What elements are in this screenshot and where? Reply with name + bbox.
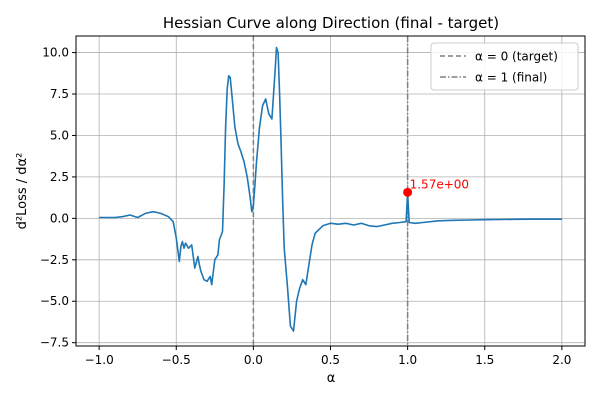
y-tick-label: 10.0 — [42, 46, 69, 60]
chart-title: Hessian Curve along Direction (final - t… — [163, 14, 499, 32]
series-layer — [99, 46, 562, 332]
y-tick-label: 5.0 — [50, 128, 69, 142]
highlight-point — [403, 187, 413, 197]
y-ticks: −7.5 −5.0 −2.5 0.0 2.5 5.0 7.5 10.0 — [40, 46, 76, 350]
y-tick-label: −2.5 — [40, 253, 69, 267]
x-axis-label: α — [327, 371, 336, 386]
legend-label-final: α = 1 (final) — [475, 71, 547, 85]
legend-box — [430, 42, 579, 91]
x-tick-label: 1.0 — [398, 353, 417, 367]
x-ticks: −1.0 −0.5 0.0 0.5 1.0 1.5 2.0 — [85, 346, 571, 367]
x-tick-label: −1.0 — [85, 353, 114, 367]
legend: α = 0 (target) α = 1 (final) — [430, 42, 579, 91]
y-tick-label: 2.5 — [50, 170, 69, 184]
x-tick-label: 1.5 — [475, 353, 494, 367]
y-tick-label: −7.5 — [40, 336, 69, 350]
x-tick-label: −0.5 — [162, 353, 191, 367]
y-axis-label: d²Loss / dα² — [15, 153, 30, 230]
highlight-point-label: 1.57e+00 — [410, 177, 469, 191]
y-tick-label: 0.0 — [50, 211, 69, 225]
x-tick-label: 0.5 — [321, 353, 340, 367]
highlight-layer: 1.57e+00 — [403, 177, 469, 197]
y-tick-label: −5.0 — [40, 294, 69, 308]
legend-label-target: α = 0 (target) — [475, 50, 558, 64]
hessian-series-line — [99, 46, 562, 332]
x-tick-label: 0.0 — [244, 353, 263, 367]
y-tick-label: 7.5 — [50, 87, 69, 101]
x-tick-label: 2.0 — [552, 353, 571, 367]
